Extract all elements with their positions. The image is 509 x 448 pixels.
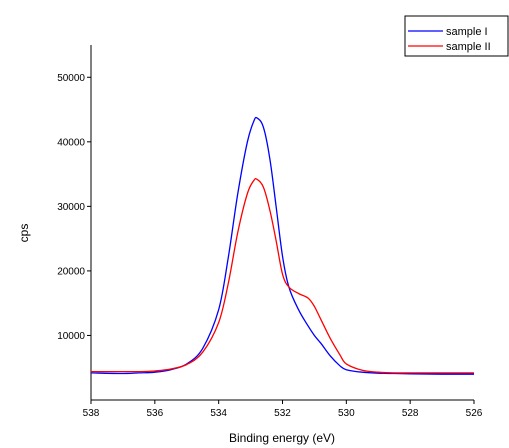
y-tick-label: 10000 [57, 331, 85, 342]
x-tick-label: 536 [146, 408, 163, 419]
x-tick-label: 530 [338, 408, 355, 419]
y-tick-label: 50000 [57, 73, 85, 84]
x-tick-label: 528 [402, 408, 419, 419]
y-axis-title: cps [17, 224, 31, 243]
x-tick-label: 532 [274, 408, 291, 419]
legend-label-sample-ii: sample II [446, 41, 491, 53]
x-tick-label: 534 [210, 408, 227, 419]
legend-label-sample-i: sample I [446, 26, 488, 38]
x-tick-label: 538 [83, 408, 100, 419]
x-ticks: 538 536 534 532 530 528 526 [83, 400, 483, 419]
plot-area: 538 536 534 532 530 528 526 10000 20000 30000 400… [57, 45, 483, 419]
x-axis-title: Binding energy (eV) [229, 431, 335, 445]
y-tick-label: 30000 [57, 202, 85, 213]
y-tick-label: 40000 [57, 137, 85, 148]
y-tick-label: 20000 [57, 266, 85, 277]
series-group [90, 116, 474, 375]
y-ticks: 10000 20000 30000 40000 50000 [57, 73, 91, 342]
x-tick-label: 526 [466, 408, 483, 419]
series-line-sample-ii [90, 177, 474, 374]
legend: sample I sample II [404, 15, 509, 57]
legend-box [404, 15, 509, 57]
series-line-sample-i [90, 116, 474, 375]
